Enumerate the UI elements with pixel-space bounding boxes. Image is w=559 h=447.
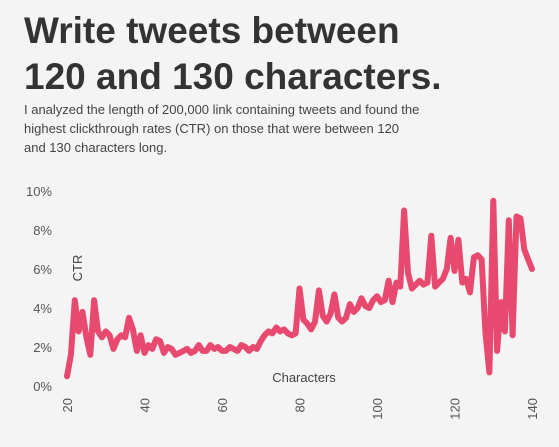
y-axis: 0% 2% 4% 6% 8% 10%	[26, 184, 52, 394]
x-tick-label: 80	[293, 398, 308, 412]
y-tick-label: 4%	[33, 301, 52, 316]
y-axis-label: CTR	[70, 255, 85, 282]
x-tick-label: 140	[525, 398, 540, 420]
chart-title: Write tweets between 120 and 130 charact…	[24, 8, 544, 100]
y-tick-label: 2%	[33, 340, 52, 355]
y-tick-label: 6%	[33, 262, 52, 277]
y-tick-label: 10%	[26, 184, 52, 199]
y-tick-label: 0%	[33, 379, 52, 394]
x-tick-label: 60	[215, 398, 230, 412]
title-line-1: Write tweets between	[24, 10, 400, 51]
y-tick-label: 8%	[33, 223, 52, 238]
ctr-series-line	[64, 197, 535, 380]
title-line-2: 120 and 130 characters.	[24, 56, 442, 97]
x-tick-label: 100	[370, 398, 385, 420]
x-tick-label: 120	[448, 398, 463, 420]
chart-subtitle: I analyzed the length of 200,000 link co…	[24, 102, 420, 155]
x-tick-label: 20	[60, 398, 75, 412]
x-axis-label: Characters	[272, 370, 336, 385]
x-axis: 20 40 60 80 100 120 140	[60, 398, 540, 420]
x-tick-label: 40	[138, 398, 153, 412]
